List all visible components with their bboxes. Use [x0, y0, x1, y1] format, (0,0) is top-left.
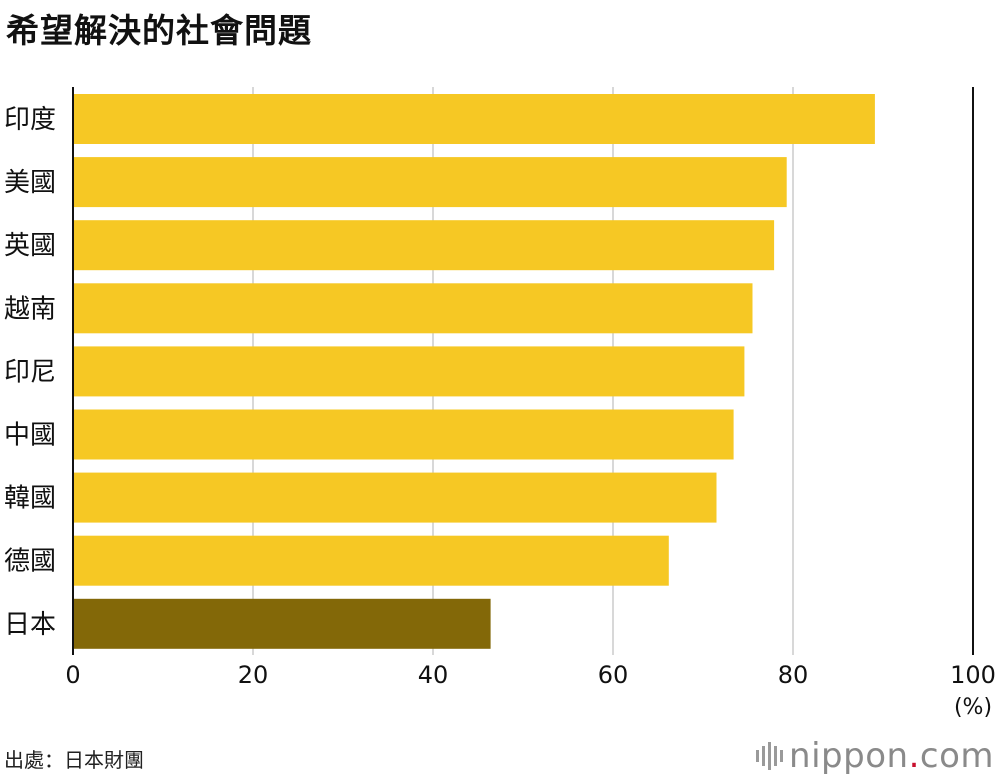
tick-label-80: 80 — [778, 661, 809, 689]
bar-0 — [73, 94, 875, 144]
bar-8 — [73, 598, 491, 649]
category-label-0: 印度 — [4, 105, 56, 135]
category-label-4: 印尼 — [4, 357, 56, 387]
category-label-7: 德國 — [4, 547, 56, 577]
tick-labels: 0 20 40 60 80 100 (%) — [65, 661, 996, 720]
tick-label-60: 60 — [598, 661, 629, 689]
bar-6 — [73, 472, 717, 523]
bar-4 — [73, 346, 745, 397]
bar-7 — [73, 535, 669, 586]
category-label-5: 中國 — [4, 421, 56, 451]
unit-label: (%) — [954, 695, 992, 720]
category-label-6: 韓國 — [4, 484, 56, 514]
tick-label-0: 0 — [65, 661, 80, 689]
nippon-logo: nippon.com — [756, 736, 994, 776]
source-note: 出處：日本財團 — [4, 748, 144, 772]
bar-2 — [73, 220, 775, 271]
bar-1 — [73, 157, 787, 208]
category-label-2: 英國 — [4, 231, 56, 261]
category-label-3: 越南 — [4, 294, 56, 324]
category-label-8: 日本 — [4, 610, 56, 640]
category-label-1: 美國 — [4, 168, 56, 198]
logo-text: nippon.com — [789, 736, 994, 776]
logo-mark-icon — [756, 742, 784, 770]
chart-title: 希望解決的社會問題 — [6, 11, 312, 50]
bars — [73, 94, 875, 649]
tick-label-100: 100 — [950, 661, 996, 689]
axes — [72, 87, 974, 655]
bar-3 — [73, 283, 753, 334]
tick-label-40: 40 — [418, 661, 449, 689]
bar-5 — [73, 409, 734, 460]
tick-label-20: 20 — [238, 661, 269, 689]
